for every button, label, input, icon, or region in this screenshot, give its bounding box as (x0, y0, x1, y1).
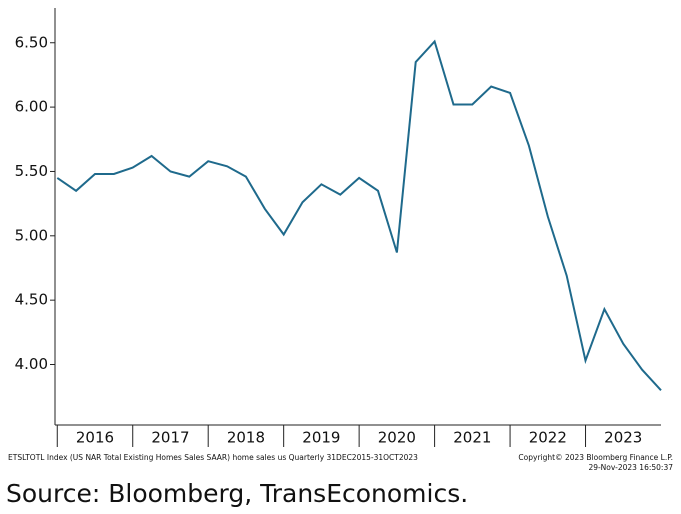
x-tick-label: 2022 (529, 429, 567, 447)
y-tick-label: 5.00 (15, 226, 48, 244)
x-tick-label: 2023 (604, 429, 642, 447)
footnote: ETSLTOTL Index (US NAR Total Existing Ho… (8, 453, 418, 462)
y-tick-label: 5.50 (15, 162, 48, 180)
x-tick-label: 2021 (453, 429, 491, 447)
x-tick-label: 2018 (227, 429, 265, 447)
timestamp: 29-Nov-2023 16:50:37 (588, 463, 673, 472)
y-tick-label: 6.50 (15, 33, 48, 51)
copyright: Copyright© 2023 Bloomberg Finance L.P. (518, 453, 673, 462)
x-tick-label: 2017 (151, 429, 189, 447)
y-tick-label: 6.00 (15, 98, 48, 116)
x-tick-label: 2016 (76, 429, 114, 447)
y-tick-label: 4.50 (15, 291, 48, 309)
source: Source: Bloomberg, TransEconomics. (6, 479, 468, 508)
series-line (56, 39, 662, 391)
x-tick-label: 2020 (378, 429, 416, 447)
x-tick-label: 2019 (302, 429, 340, 447)
y-tick-label: 4.00 (15, 355, 48, 373)
